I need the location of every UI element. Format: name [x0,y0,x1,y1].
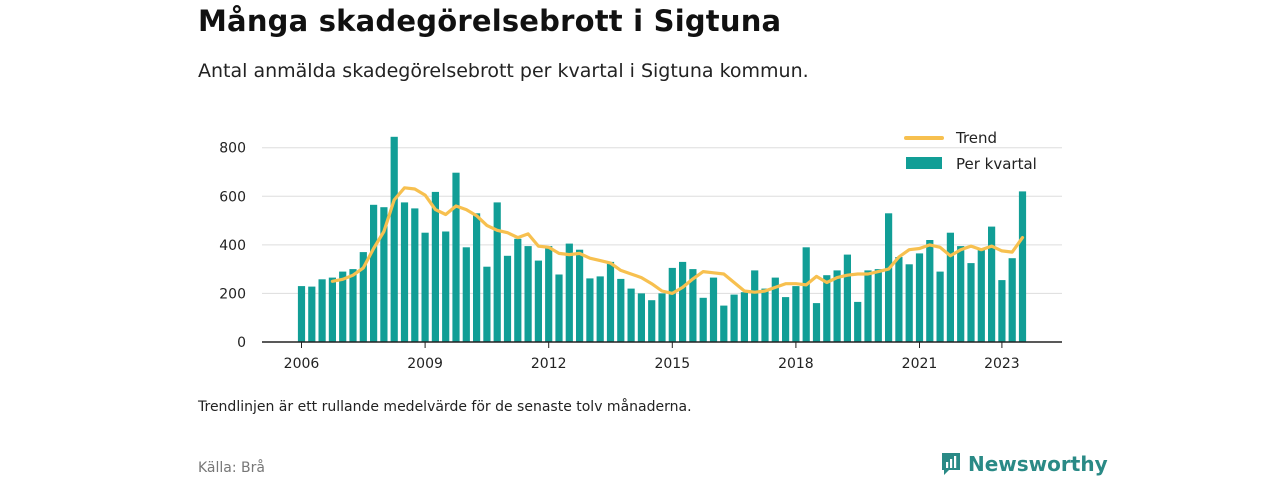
x-tick-label: 2009 [407,356,443,372]
chart-note: Trendlinjen är ett rullande medelvärde f… [198,399,692,415]
y-tick-label: 200 [219,286,246,302]
bar [627,288,635,342]
bar [730,294,738,342]
bar [576,249,584,342]
bar [802,247,810,342]
bar [1008,258,1016,342]
bar [339,271,347,342]
bar [771,277,779,342]
bar [977,249,985,342]
bar [740,292,748,342]
bar [483,266,491,342]
bar [606,261,615,342]
x-tick-label: 2018 [778,356,814,372]
bar [926,240,934,342]
bar [988,226,996,342]
bar [699,297,707,342]
bar [297,286,306,342]
bar [370,204,378,342]
bar [308,286,316,342]
bar [967,263,975,342]
x-tick-label: 2012 [531,356,567,372]
x-tick-label: 2021 [902,356,938,372]
bar [823,275,831,342]
y-tick-label: 600 [219,189,246,205]
bar [905,264,913,342]
bar [462,247,470,342]
bar [946,232,954,342]
legend-bars-swatch [906,157,942,169]
bar [473,213,481,342]
bar [493,202,501,342]
bar [833,270,841,342]
bar [452,172,460,342]
bar [534,260,542,342]
bar [359,252,367,342]
bar [328,277,336,342]
bar [617,278,625,342]
bar [658,293,666,342]
bar [545,246,553,342]
bar [380,207,388,342]
bar [782,297,790,342]
bar [998,280,1006,342]
legend-trend-label: Trend [955,129,997,147]
bar [421,232,429,342]
bar [586,278,594,342]
chart-subtitle: Antal anmälda skadegörelsebrott per kvar… [198,60,809,82]
bar [709,277,718,342]
bar [555,274,563,342]
x-tick-label: 2023 [984,356,1020,372]
y-tick-label: 400 [219,238,246,254]
source-text: Källa: Brå [198,460,265,476]
bar [679,261,687,342]
bar [565,243,573,342]
y-tick-label: 800 [219,141,246,157]
bar [720,305,728,342]
bar [915,253,924,342]
bar [514,238,522,342]
bar [349,269,357,342]
legend-bars-label: Per kvartal [956,155,1037,173]
newsworthy-icon [942,453,960,475]
bar [442,231,450,342]
x-tick-label: 2015 [654,356,690,372]
chart-title: Många skadegörelsebrott i Sigtuna [198,4,782,38]
bar [400,202,409,342]
bar [668,267,676,342]
brand-name: Newsworthy [968,452,1108,476]
bar [689,269,697,342]
bar [812,303,821,342]
bar [895,257,903,342]
bar-chart: 0 200 400 600 800 2006 2009 2012 2015 2018 2021 20… [219,129,1062,372]
bar [637,293,645,342]
bar [503,255,512,342]
bar [843,254,851,342]
bar [792,286,800,342]
bar [648,300,656,342]
bar [751,270,759,342]
bar [390,136,398,342]
bar [596,276,604,342]
bar [1018,191,1027,342]
newsworthy-logo: Newsworthy [940,451,1108,477]
bar [431,191,439,342]
bar [411,208,419,342]
bar [864,270,872,342]
bar [761,288,769,342]
trend-line [330,186,1025,295]
bar [957,246,965,342]
bar [854,301,862,342]
bar [318,279,326,342]
bar [524,246,532,342]
x-tick-label: 2006 [284,356,320,372]
bar [874,269,882,342]
bar [885,213,893,342]
bar [936,271,944,342]
y-tick-label: 0 [237,335,246,351]
